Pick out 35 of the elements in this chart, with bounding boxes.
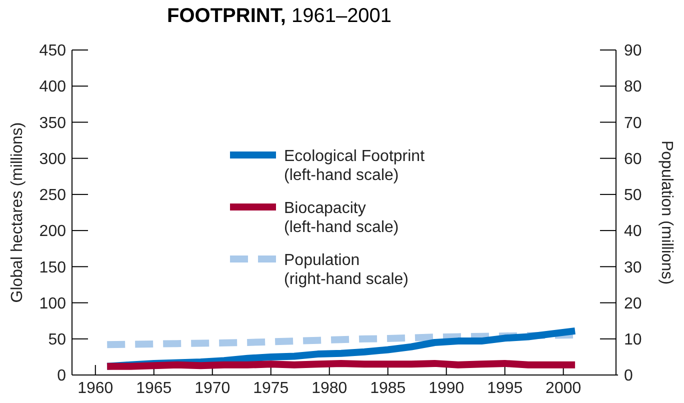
y-axis-title: Global hectares (millions) — [9, 122, 26, 303]
legend-label: Population (right-hand scale) — [284, 252, 408, 288]
y2-tick-label: 50 — [624, 187, 642, 204]
y-tick-label: 200 — [39, 223, 66, 240]
chart-title: FOOTPRINT, 1961–2001 — [167, 5, 392, 27]
y-tick-label: 300 — [39, 150, 66, 168]
y-tick-label: 400 — [39, 78, 66, 96]
y2-tick-label: 30 — [624, 259, 642, 276]
y-tick-label: 50 — [48, 331, 66, 348]
y2-tick-label: 20 — [624, 295, 642, 312]
y-tick-label: 350 — [39, 114, 66, 132]
legend-label: Biocapacity (left-hand scale) — [284, 200, 399, 236]
y-tick-label: 450 — [39, 42, 66, 60]
y2-tick-label: 90 — [624, 42, 642, 60]
y2-tick-label: 10 — [624, 331, 642, 348]
y2-tick-label: 40 — [624, 223, 642, 240]
x-tick-label: 2000 — [546, 380, 582, 397]
x-tick-label: 1985 — [370, 380, 406, 397]
y-tick-label: 250 — [39, 187, 66, 204]
y-tick-label: 100 — [39, 295, 66, 312]
x-tick-label: 1980 — [312, 380, 348, 397]
x-tick-label: 1990 — [428, 380, 464, 397]
legend-label: Ecological Footprint (left-hand scale) — [284, 148, 426, 184]
x-tick-label: 1995 — [487, 380, 523, 397]
y2-axis-title: Population (millions) — [658, 140, 675, 285]
x-tick-label: 1960 — [78, 380, 114, 397]
y2-tick-label: 60 — [624, 150, 642, 168]
x-tick-label: 1975 — [253, 380, 289, 397]
y-tick-label: 150 — [39, 259, 66, 276]
y-tick-label: 0 — [57, 368, 66, 385]
y2-tick-label: 80 — [624, 78, 642, 96]
x-tick-label: 1970 — [194, 380, 230, 397]
y2-tick-label: 70 — [624, 114, 642, 132]
x-tick-label: 1965 — [136, 380, 172, 397]
y2-tick-label: 0 — [624, 368, 633, 385]
